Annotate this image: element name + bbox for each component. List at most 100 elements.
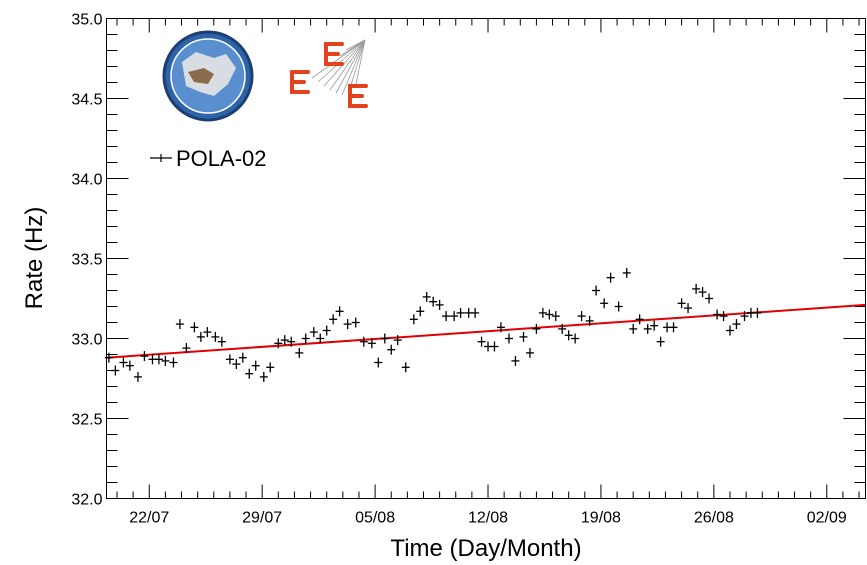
x-tick-label: 29/07	[242, 510, 282, 527]
data-point	[351, 317, 360, 328]
data-point	[266, 362, 275, 373]
polarquest-logo	[162, 30, 254, 122]
data-point	[558, 323, 567, 334]
data-point	[309, 327, 318, 338]
x-axis-title: Time (Day/Month)	[390, 535, 581, 562]
data-point	[511, 355, 520, 366]
data-point	[705, 293, 714, 304]
data-point	[329, 314, 338, 325]
data-point	[606, 272, 615, 283]
data-point	[656, 336, 665, 347]
data-point	[287, 336, 296, 347]
data-point	[367, 338, 376, 349]
data-point	[677, 298, 686, 309]
y-tick-label: 34.0	[71, 172, 102, 189]
data-point	[422, 291, 431, 302]
data-point	[732, 319, 741, 330]
x-tick-label: 22/07	[129, 510, 169, 527]
data-point	[740, 311, 749, 322]
data-point	[629, 323, 638, 334]
y-axis-title: Rate (Hz)	[21, 207, 48, 310]
data-point	[614, 301, 623, 312]
data-point	[295, 347, 304, 358]
data-point	[238, 352, 247, 363]
data-point	[450, 311, 459, 322]
data-point	[111, 365, 120, 376]
data-point	[600, 298, 609, 309]
data-point	[322, 325, 331, 336]
data-point	[301, 333, 310, 344]
y-tick-label: 35.0	[71, 12, 102, 29]
y-tick-label: 32.0	[71, 492, 102, 509]
data-point	[393, 335, 402, 346]
data-point	[203, 327, 212, 338]
data-point	[477, 336, 486, 347]
legend: POLA-02	[150, 146, 267, 171]
x-tick-label: 05/08	[355, 510, 395, 527]
data-point	[280, 335, 289, 346]
data-point	[684, 303, 693, 314]
data-point	[343, 319, 352, 330]
y-tick-label: 33.0	[71, 332, 102, 349]
fit-line	[106, 303, 866, 359]
data-point	[182, 343, 191, 354]
data-point	[650, 320, 659, 331]
data-point	[225, 354, 234, 365]
data-point	[316, 333, 325, 344]
data-point	[416, 306, 425, 317]
experiment-logo	[290, 39, 368, 108]
data-point	[564, 330, 573, 341]
data-point	[387, 344, 396, 355]
y-tick-label: 34.5	[71, 92, 102, 109]
data-point	[622, 267, 631, 278]
data-point	[175, 319, 184, 330]
data-point	[504, 333, 513, 344]
y-tick-label: 32.5	[71, 412, 102, 429]
y-tick-label: 33.5	[71, 252, 102, 269]
data-points	[104, 267, 762, 382]
data-point	[538, 307, 547, 318]
data-point	[442, 311, 451, 322]
x-tick-label: 02/09	[807, 510, 847, 527]
data-point	[409, 314, 418, 325]
data-point	[592, 285, 601, 296]
data-point	[429, 296, 438, 307]
data-point	[401, 362, 410, 373]
data-point	[698, 287, 707, 298]
x-tick-label: 12/08	[468, 510, 508, 527]
x-axis: 22/07 29/07 05/08 12/08 19/08 26/08 02/09	[116, 18, 860, 527]
data-point	[725, 325, 734, 336]
data-point	[380, 333, 389, 344]
y-axis: 32.0 32.5 33.0 33.5 34.0 34.5 35.0	[71, 12, 866, 509]
data-point	[545, 309, 554, 320]
data-point	[719, 311, 728, 322]
data-point	[713, 309, 722, 320]
data-point	[125, 360, 134, 371]
data-point	[140, 351, 149, 362]
fit-layer	[106, 303, 866, 359]
data-point	[119, 357, 128, 368]
data-point	[232, 359, 241, 370]
data-point	[169, 357, 178, 368]
data-point	[577, 311, 586, 322]
data-point	[133, 371, 142, 382]
data-point	[251, 360, 260, 371]
data-point	[456, 307, 465, 318]
data-point	[211, 331, 220, 342]
data-point	[571, 333, 580, 344]
data-point	[490, 341, 499, 352]
data-point	[196, 331, 205, 342]
data-point	[692, 283, 701, 294]
data-point	[104, 352, 113, 363]
data-point	[551, 311, 560, 322]
data-point	[753, 307, 762, 318]
data-point	[519, 331, 528, 342]
data-point	[435, 299, 444, 310]
x-tick-label: 19/08	[581, 510, 621, 527]
data-point	[359, 336, 368, 347]
data-point	[161, 355, 170, 366]
x-tick-label: 26/08	[694, 510, 734, 527]
data-point	[585, 315, 594, 326]
data-point	[669, 322, 678, 333]
data-point	[259, 371, 268, 382]
